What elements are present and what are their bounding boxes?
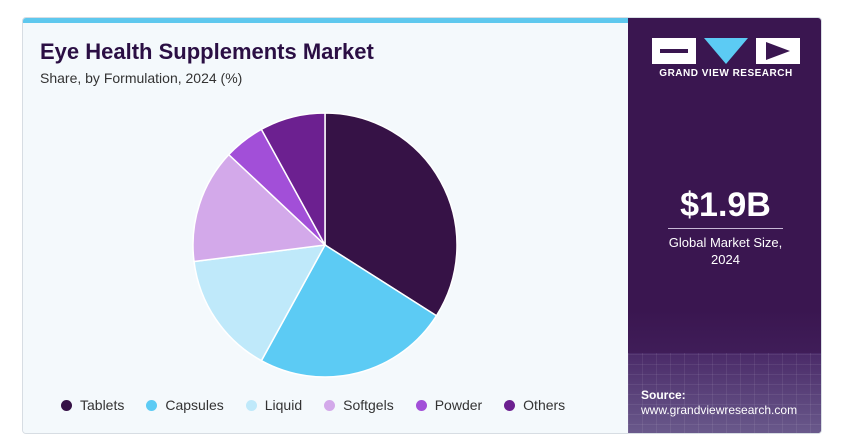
legend-label: Softgels bbox=[343, 397, 394, 413]
legend-item-powder: Powder bbox=[415, 397, 483, 413]
source-label: Source: bbox=[641, 388, 686, 402]
pie-chart bbox=[192, 112, 458, 378]
decorative-grid bbox=[628, 353, 821, 433]
legend-dot-icon bbox=[146, 399, 158, 411]
legend-dot-icon bbox=[415, 399, 427, 411]
pie-slice-capsules bbox=[260, 243, 438, 378]
market-size-value: $1.9B bbox=[680, 186, 771, 224]
pie-slice-softgels bbox=[192, 153, 327, 263]
logo-text: GRAND VIEW RESEARCH bbox=[659, 68, 793, 79]
legend-dot-icon bbox=[324, 399, 336, 411]
info-sidebar: GRAND VIEW RESEARCH $1.9B Global Market … bbox=[628, 18, 821, 433]
legend-dot-icon bbox=[61, 399, 72, 411]
legend-item-tablets: Tablets bbox=[61, 397, 124, 413]
legend-label: Others bbox=[523, 397, 566, 413]
accent-bar bbox=[23, 18, 628, 23]
legend-label: Capsules bbox=[165, 397, 224, 413]
chart-legend: Tablets Capsules Liquid Softgels Powder Other… bbox=[61, 394, 587, 416]
chart-card: Eye Health Supplements Market Share, by … bbox=[22, 17, 822, 434]
logo-block-right-icon bbox=[756, 38, 800, 64]
legend-label: Tablets bbox=[80, 397, 125, 413]
logo-triangle-icon bbox=[704, 38, 748, 64]
legend-item-softgels: Softgels bbox=[324, 397, 394, 413]
legend-label: Liquid bbox=[264, 397, 303, 413]
source-url[interactable]: www.grandviewresearch.com bbox=[641, 403, 798, 417]
market-size-label-line1: Global Market Size, bbox=[668, 235, 783, 250]
chart-subtitle: Share, by Formulation, 2024 (%) bbox=[40, 70, 243, 86]
market-size-label-line2: 2024 bbox=[711, 252, 740, 267]
legend-label: Powder bbox=[434, 397, 483, 413]
legend-item-capsules: Capsules bbox=[146, 397, 224, 413]
legend-item-liquid: Liquid bbox=[245, 397, 303, 413]
value-divider bbox=[668, 228, 783, 229]
legend-item-others: Others bbox=[504, 397, 565, 413]
chart-title: Eye Health Supplements Market bbox=[40, 39, 374, 64]
pie-slice-liquid bbox=[193, 244, 327, 362]
legend-dot-icon bbox=[504, 399, 516, 411]
pie-slice-others bbox=[260, 112, 326, 246]
legend-dot-icon bbox=[245, 399, 257, 411]
market-size-label: Global Market Size, 2024 bbox=[628, 234, 821, 268]
chart-panel: Eye Health Supplements Market Share, by … bbox=[23, 23, 628, 433]
pie-slice-tablets bbox=[324, 112, 458, 317]
logo-block-left-icon bbox=[652, 38, 696, 64]
source-note: Source: www.grandviewresearch.com bbox=[641, 388, 797, 418]
brand-logo: GRAND VIEW RESEARCH bbox=[652, 38, 800, 79]
logo-mark bbox=[652, 38, 800, 64]
